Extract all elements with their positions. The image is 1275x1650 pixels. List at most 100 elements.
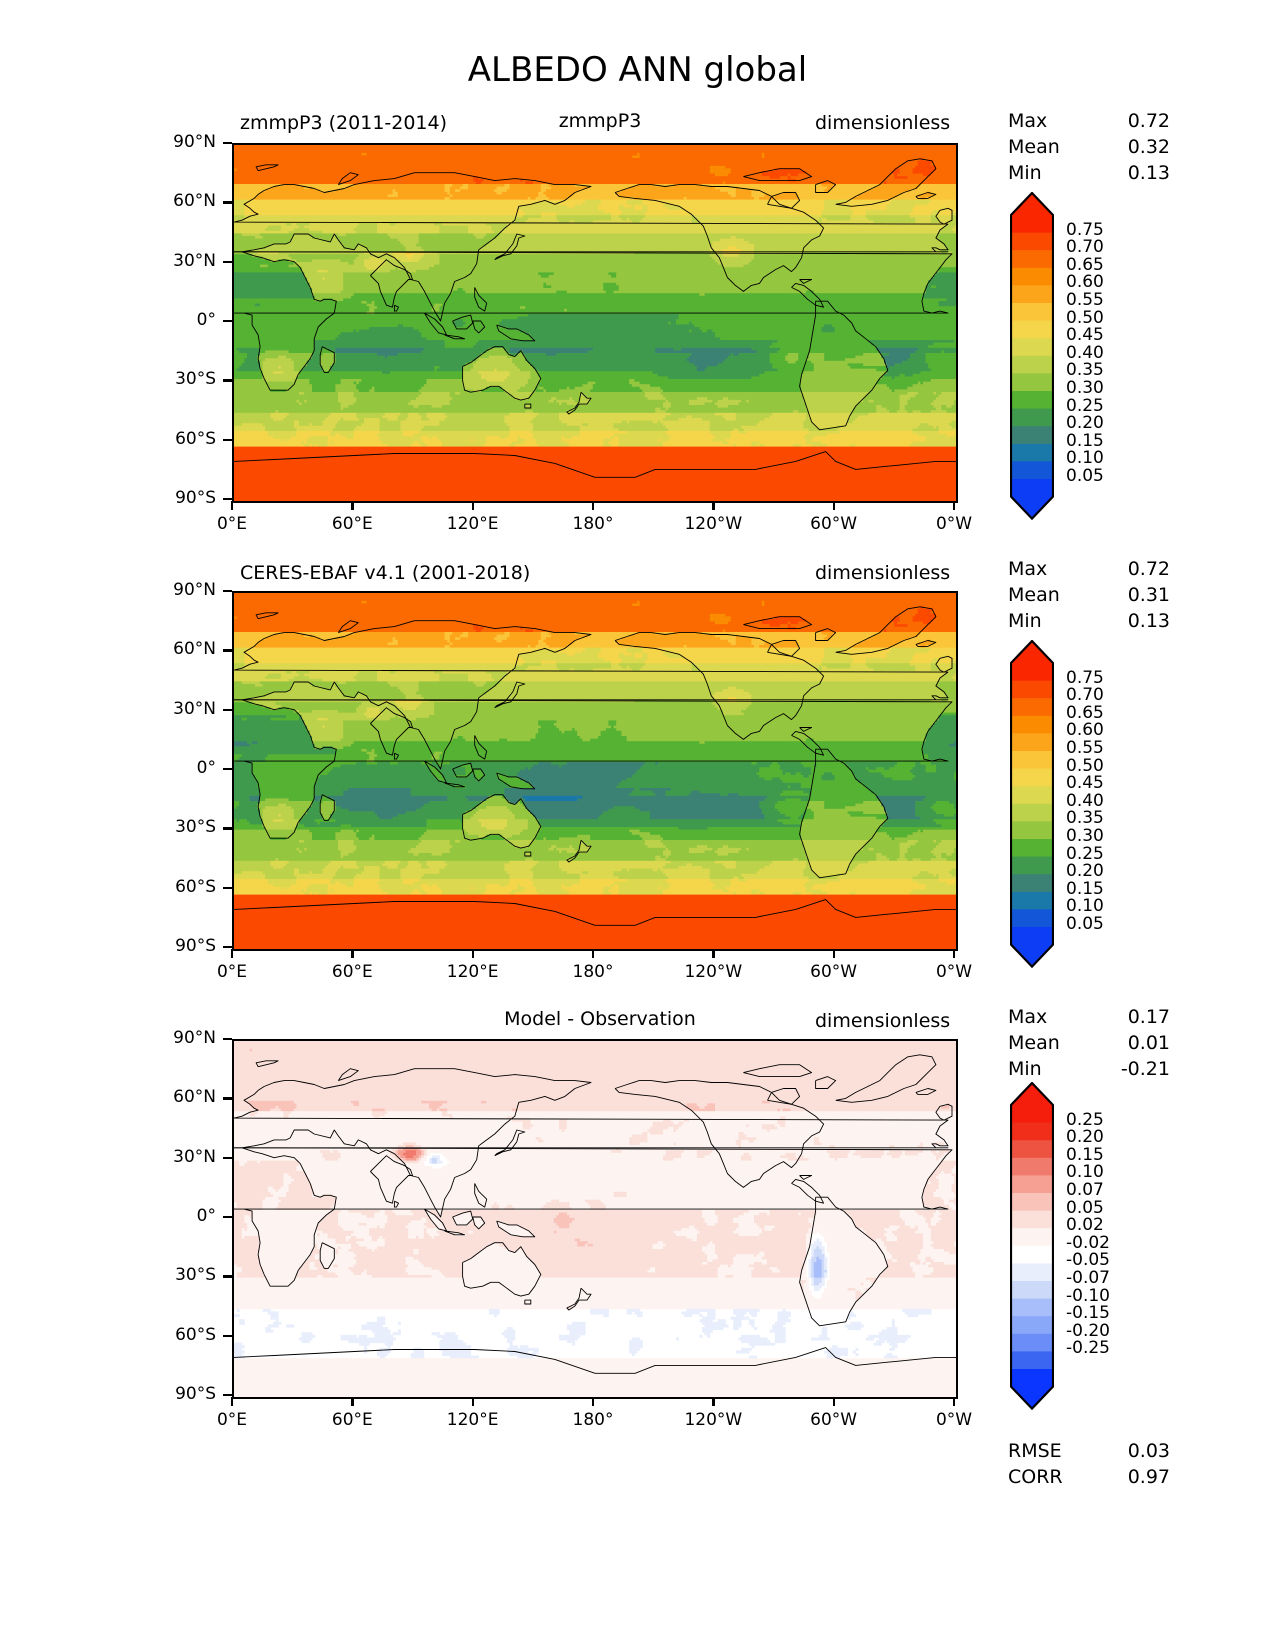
albedo-colorbar-model: 0.75 0.70 0.65 0.60 0.55 0.50 0.45 0.40 0.35 0.30… (1009, 191, 1104, 524)
y-axis-tick (223, 768, 232, 771)
stat-observation-value: 0.72 (1127, 558, 1170, 580)
colorbar-tick-label: 0.60 (1066, 272, 1104, 293)
x-axis-tick (231, 501, 234, 510)
colorbar-tick-label: -0.20 (1066, 1320, 1110, 1341)
y-axis-tick (223, 320, 232, 323)
colorbar-swatches (1009, 639, 1055, 969)
colorbar-tick-label: 0.15 (1066, 1144, 1104, 1165)
y-axis-label: 0° (196, 758, 216, 778)
x-axis-label: 0°E (216, 1410, 248, 1430)
stat-difference-extra-label: RMSE (1008, 1440, 1062, 1462)
colorbar-tick-label: 0.75 (1066, 667, 1104, 688)
colorbar-tick-label: 0.30 (1066, 826, 1104, 846)
stat-model-label: Max (1008, 110, 1048, 132)
colorbar-tick-label: 0.50 (1066, 307, 1104, 328)
y-axis-label: 30°N (173, 250, 216, 271)
panel-difference-units: dimensionless (815, 1010, 951, 1032)
colorbar-tick-label: 0.60 (1066, 720, 1104, 741)
x-axis-label: 120°W (684, 962, 743, 982)
x-axis-label: 180° (572, 962, 614, 982)
colorbar-tick-label: 0.35 (1066, 808, 1104, 829)
figure-title: ALBEDO ANN global (467, 50, 808, 90)
y-axis-tick (223, 886, 232, 889)
x-axis-tick (712, 1397, 715, 1406)
y-axis-label: 30°S (175, 1265, 216, 1286)
colorbar-tick-label: -0.07 (1066, 1268, 1110, 1288)
colorbar-tick-label: -0.05 (1066, 1250, 1110, 1271)
colorbar-swatches (1009, 191, 1055, 521)
colorbar-tick-label: -0.15 (1066, 1303, 1110, 1324)
x-axis-label: 0°W (935, 962, 973, 982)
x-axis-label: 0°E (216, 514, 248, 534)
colorbar-tick-label: 0.02 (1066, 1215, 1104, 1236)
x-axis-tick (471, 949, 474, 958)
y-axis-label: 90°S (175, 936, 216, 956)
y-axis-tick (223, 649, 232, 652)
x-axis-tick (592, 949, 595, 958)
colorbar-tick-label: 0.55 (1066, 738, 1104, 758)
panel-model-center-title: zmmpP3 (558, 110, 642, 132)
y-axis-tick (223, 1038, 232, 1041)
y-axis-tick (223, 946, 232, 949)
y-axis-tick (223, 1334, 232, 1337)
x-axis-label: 60°W (810, 962, 858, 982)
y-axis-label: 30°S (175, 817, 216, 838)
y-axis-label: 60°S (175, 1324, 216, 1345)
map-field (234, 1041, 956, 1397)
panel-observation-units: dimensionless (815, 562, 951, 584)
colorbar-tick-label: 0.20 (1066, 861, 1104, 882)
colorbar-tick-label: 0.40 (1066, 790, 1104, 811)
colorbar-tick-label: -0.10 (1066, 1285, 1110, 1306)
y-axis-tick (223, 142, 232, 145)
x-axis-tick (592, 501, 595, 510)
colorbar-tick-label: 0.25 (1066, 395, 1104, 416)
map-field (234, 593, 956, 949)
x-axis-tick (953, 501, 956, 510)
map-canvas-model (232, 143, 958, 503)
x-axis-tick (351, 501, 354, 510)
colorbar-tick-label: 0.65 (1066, 254, 1104, 275)
y-axis-label: 0° (196, 1206, 216, 1226)
y-axis-label: 60°S (175, 428, 216, 449)
y-axis-label: 90°N (173, 580, 216, 600)
x-axis-tick (832, 949, 835, 958)
albedo-colorbar-obs: 0.75 0.70 0.65 0.60 0.55 0.50 0.45 0.40 0.35 0.30… (1009, 639, 1104, 972)
y-axis-tick (223, 708, 232, 711)
panel-model-units: dimensionless (815, 112, 951, 134)
y-axis-label: 30°N (173, 698, 216, 719)
stat-difference-value: -0.21 (1120, 1058, 1170, 1080)
colorbar-tick-label: 0.15 (1066, 430, 1104, 451)
panel-observation-left-title: CERES-EBAF v4.1 (2001-2018) (240, 562, 531, 584)
x-axis-tick (231, 949, 234, 958)
stat-difference-value: 0.17 (1127, 1006, 1170, 1028)
x-axis-tick (471, 501, 474, 510)
y-axis-tick (223, 1394, 232, 1397)
y-axis-tick (223, 1216, 232, 1219)
x-axis-label: 120°E (446, 1410, 499, 1430)
y-axis-tick (223, 1275, 232, 1278)
colorbar-tick-label: 0.75 (1066, 219, 1104, 240)
x-axis-tick (712, 501, 715, 510)
colorbar-tick-label: 0.35 (1066, 360, 1104, 381)
stat-observation-label: Min (1008, 610, 1042, 632)
stat-difference-label: Min (1008, 1058, 1042, 1080)
colorbar-tick-label: 0.30 (1066, 378, 1104, 398)
y-axis-label: 60°S (175, 876, 216, 897)
y-axis-tick (223, 1156, 232, 1159)
x-axis-label: 60°W (810, 1410, 858, 1430)
stat-model-label: Min (1008, 162, 1042, 184)
map-field (234, 145, 956, 501)
x-axis-label: 60°W (810, 514, 858, 534)
colorbar-tick-label: -0.02 (1066, 1232, 1110, 1253)
x-axis-tick (832, 501, 835, 510)
y-axis-label: 90°S (175, 1384, 216, 1404)
stat-difference-extra-value: 0.97 (1127, 1466, 1170, 1488)
x-axis-label: 180° (572, 1410, 614, 1430)
colorbar-tick-label: 0.07 (1066, 1180, 1104, 1200)
y-axis-tick (223, 498, 232, 501)
x-axis-label: 180° (572, 514, 614, 534)
coastlines (234, 606, 956, 926)
colorbar-tick-label: -0.25 (1066, 1338, 1110, 1359)
x-axis-label: 0°W (935, 1410, 973, 1430)
x-axis-tick (832, 1397, 835, 1406)
